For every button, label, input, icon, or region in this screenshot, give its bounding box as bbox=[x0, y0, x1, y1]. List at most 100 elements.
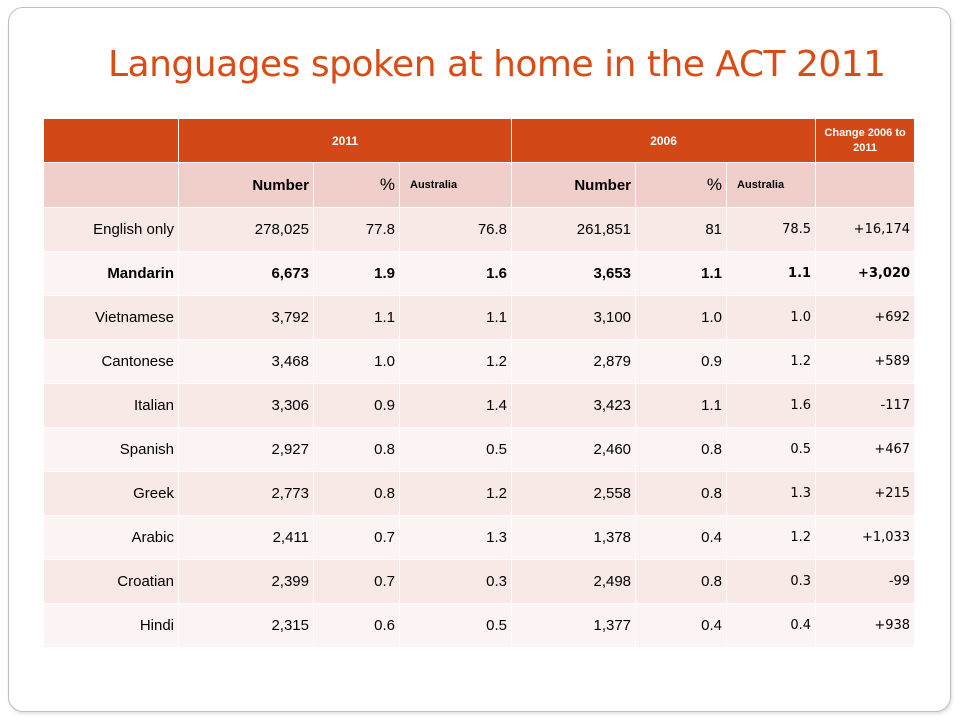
table-row: Cantonese 3,468 1.0 1.2 2,879 0.9 1.2 +589 bbox=[43, 339, 916, 384]
percent-2006-cell: 81 bbox=[635, 207, 728, 252]
language-cell: Mandarin bbox=[43, 251, 179, 296]
number-2006-cell: 1,377 bbox=[511, 603, 637, 648]
table-row: Mandarin 6,673 1.9 1.6 3,653 1.1 1.1 +3,020 bbox=[43, 251, 916, 296]
table-row: Spanish 2,927 0.8 0.5 2,460 0.8 0.5 +467 bbox=[43, 427, 916, 472]
number-2011-cell: 2,399 bbox=[178, 559, 314, 604]
header-blank-cell bbox=[43, 118, 179, 163]
percent-2006-cell: 0.4 bbox=[635, 515, 728, 560]
australia-2011-cell: 1.3 bbox=[398, 515, 513, 560]
language-cell: Spanish bbox=[43, 427, 179, 472]
subheader-percent-2006: % bbox=[635, 162, 728, 208]
australia-2006-cell: 1.2 bbox=[726, 339, 817, 384]
percent-2011-cell: 1.0 bbox=[313, 339, 400, 384]
percent-2011-cell: 0.9 bbox=[313, 383, 400, 428]
number-2011-cell: 3,468 bbox=[178, 339, 314, 384]
number-2011-cell: 278,025 bbox=[178, 207, 314, 252]
table-row: English only 278,025 77.8 76.8 261,851 81 78.5… bbox=[43, 207, 916, 252]
australia-2011-cell: 1.6 bbox=[398, 251, 513, 296]
australia-2006-cell: 1.3 bbox=[726, 471, 817, 516]
australia-2011-cell: 0.3 bbox=[398, 559, 513, 604]
number-2011-cell: 2,315 bbox=[178, 603, 314, 648]
change-cell: +938 bbox=[815, 603, 916, 648]
australia-2011-cell: 1.2 bbox=[398, 471, 513, 516]
percent-2011-cell: 0.8 bbox=[313, 471, 400, 516]
percent-2006-cell: 0.8 bbox=[635, 471, 728, 516]
number-2011-cell: 3,306 bbox=[178, 383, 314, 428]
header-year-2011: 2011 bbox=[177, 118, 513, 163]
australia-2006-cell: 1.0 bbox=[726, 295, 817, 340]
header-change: Change 2006 to 2011 bbox=[815, 118, 916, 163]
australia-2006-cell: 1.2 bbox=[726, 515, 817, 560]
number-2006-cell: 261,851 bbox=[511, 207, 637, 252]
australia-2011-cell: 1.2 bbox=[398, 339, 513, 384]
change-cell: +215 bbox=[815, 471, 916, 516]
percent-2006-cell: 0.4 bbox=[635, 603, 728, 648]
australia-2011-cell: 1.1 bbox=[398, 295, 513, 340]
percent-2011-cell: 0.8 bbox=[313, 427, 400, 472]
table-row: Arabic 2,411 0.7 1.3 1,378 0.4 1.2 +1,033 bbox=[43, 515, 916, 560]
table-header-row: 2011 2006 Change 2006 to 2011 bbox=[43, 118, 916, 163]
table-row: Greek 2,773 0.8 1.2 2,558 0.8 1.3 +215 bbox=[43, 471, 916, 516]
language-cell: Cantonese bbox=[43, 339, 179, 384]
slide-title: Languages spoken at home in the ACT 2011 bbox=[108, 44, 886, 85]
percent-2011-cell: 1.1 bbox=[313, 295, 400, 340]
percent-2011-cell: 77.8 bbox=[313, 207, 400, 252]
percent-2006-cell: 0.9 bbox=[635, 339, 728, 384]
subheader-number-2006: Number bbox=[511, 162, 637, 208]
table-subheader-row: Number % Australia Number % Australia bbox=[43, 162, 916, 208]
subheader-australia-2006: Australia bbox=[726, 162, 817, 208]
australia-2006-cell: 0.5 bbox=[726, 427, 817, 472]
change-cell: -99 bbox=[815, 559, 916, 604]
language-cell: Croatian bbox=[43, 559, 179, 604]
percent-2006-cell: 0.8 bbox=[635, 427, 728, 472]
australia-2006-cell: 1.6 bbox=[726, 383, 817, 428]
percent-2006-cell: 0.8 bbox=[635, 559, 728, 604]
number-2011-cell: 2,411 bbox=[178, 515, 314, 560]
australia-2011-cell: 1.4 bbox=[398, 383, 513, 428]
language-cell: Greek bbox=[43, 471, 179, 516]
number-2006-cell: 2,558 bbox=[511, 471, 637, 516]
subheader-change-blank bbox=[815, 162, 916, 208]
number-2006-cell: 3,100 bbox=[511, 295, 637, 340]
australia-2011-cell: 0.5 bbox=[398, 603, 513, 648]
table-row: Italian 3,306 0.9 1.4 3,423 1.1 1.6 -117 bbox=[43, 383, 916, 428]
number-2006-cell: 2,460 bbox=[511, 427, 637, 472]
percent-2006-cell: 1.0 bbox=[635, 295, 728, 340]
change-cell: +1,033 bbox=[815, 515, 916, 560]
number-2006-cell: 2,498 bbox=[511, 559, 637, 604]
australia-2006-cell: 78.5 bbox=[726, 207, 817, 252]
number-2011-cell: 2,773 bbox=[178, 471, 314, 516]
change-cell: -117 bbox=[815, 383, 916, 428]
table-row: Croatian 2,399 0.7 0.3 2,498 0.8 0.3 -99 bbox=[43, 559, 916, 604]
subheader-number-2011: Number bbox=[178, 162, 314, 208]
australia-2011-cell: 76.8 bbox=[398, 207, 513, 252]
language-cell: English only bbox=[43, 207, 179, 252]
percent-2011-cell: 0.7 bbox=[313, 559, 400, 604]
percent-2006-cell: 1.1 bbox=[635, 251, 728, 296]
australia-2006-cell: 0.3 bbox=[726, 559, 817, 604]
australia-2006-cell: 0.4 bbox=[726, 603, 817, 648]
languages-table: 2011 2006 Change 2006 to 2011 Number % A… bbox=[43, 118, 916, 648]
language-cell: Vietnamese bbox=[43, 295, 179, 340]
percent-2011-cell: 0.7 bbox=[313, 515, 400, 560]
percent-2006-cell: 1.1 bbox=[635, 383, 728, 428]
number-2006-cell: 3,653 bbox=[511, 251, 637, 296]
number-2006-cell: 1,378 bbox=[511, 515, 637, 560]
subheader-blank-cell bbox=[43, 162, 179, 208]
change-cell: +467 bbox=[815, 427, 916, 472]
australia-2011-cell: 0.5 bbox=[398, 427, 513, 472]
number-2011-cell: 3,792 bbox=[178, 295, 314, 340]
change-cell: +16,174 bbox=[815, 207, 916, 252]
number-2011-cell: 2,927 bbox=[178, 427, 314, 472]
percent-2011-cell: 1.9 bbox=[313, 251, 400, 296]
table-row: Hindi 2,315 0.6 0.5 1,377 0.4 0.4 +938 bbox=[43, 603, 916, 648]
change-cell: +589 bbox=[815, 339, 916, 384]
subheader-percent-2011: % bbox=[313, 162, 400, 208]
language-cell: Hindi bbox=[43, 603, 179, 648]
table-row: Vietnamese 3,792 1.1 1.1 3,100 1.0 1.0 +692 bbox=[43, 295, 916, 340]
number-2011-cell: 6,673 bbox=[178, 251, 314, 296]
change-cell: +3,020 bbox=[815, 251, 916, 296]
header-year-2006: 2006 bbox=[511, 118, 817, 163]
language-cell: Italian bbox=[43, 383, 179, 428]
language-cell: Arabic bbox=[43, 515, 179, 560]
